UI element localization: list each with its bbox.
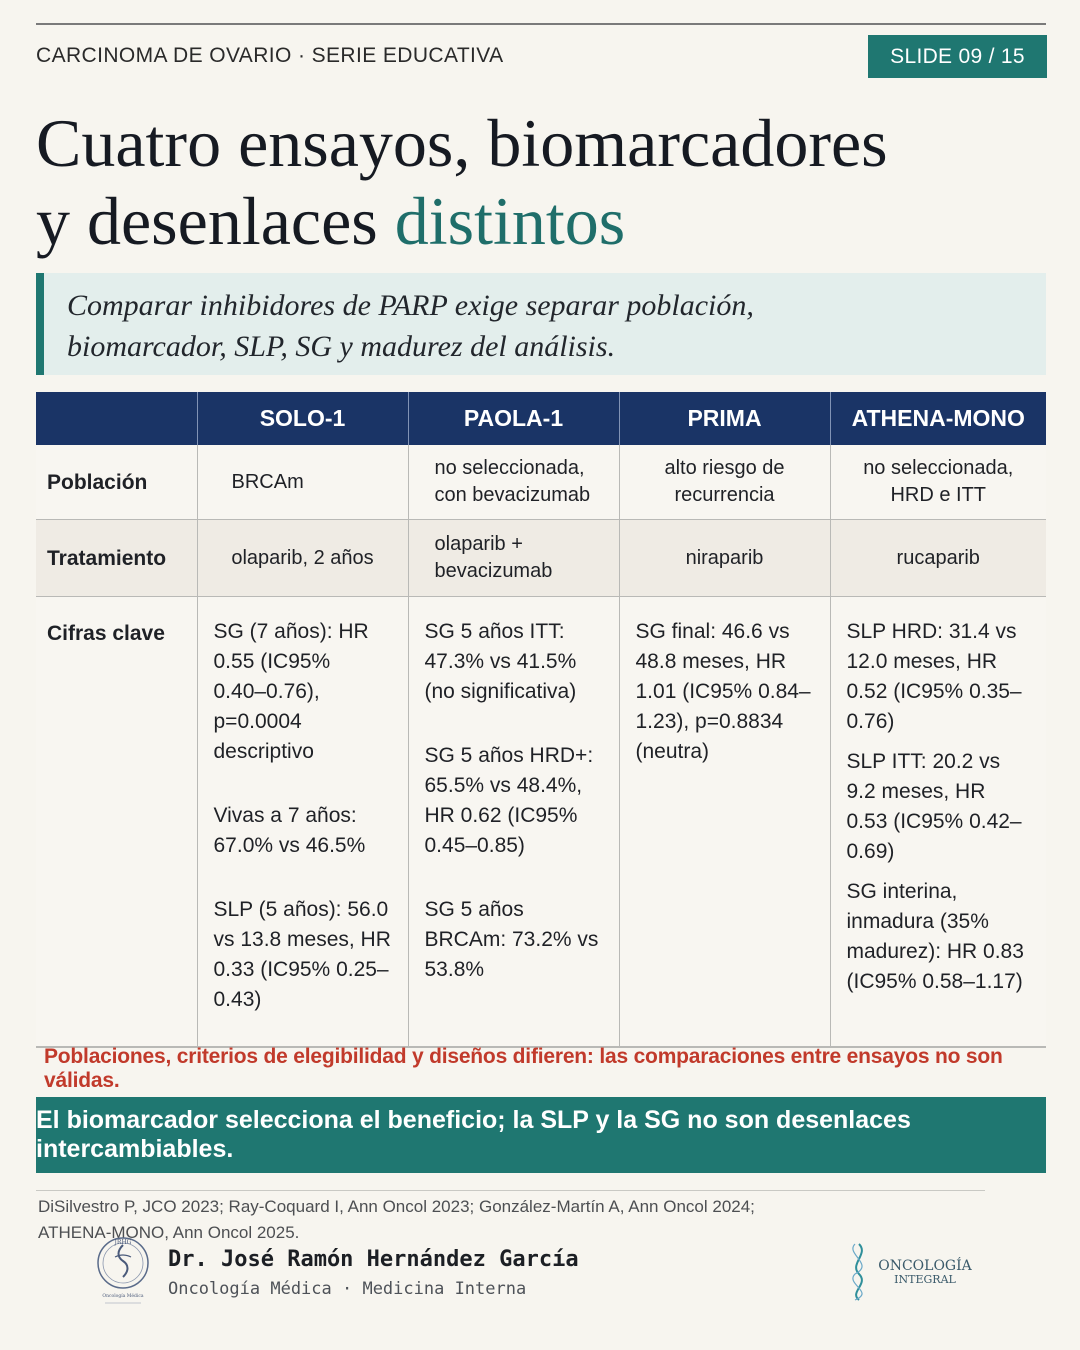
comparison-warning: Poblaciones, criterios de elegibilidad y… (44, 1045, 1003, 1092)
header-corner-cell (36, 392, 197, 445)
title-line-1: Cuatro ensayos, biomarcadores (36, 105, 888, 181)
cifras-paola1-block-1: SG 5 años ITT: 47.3% vs 41.5% (no signif… (424, 620, 577, 703)
cell-poblacion-paola1: no seleccionada, con bevacizumab (407, 445, 619, 520)
cifras-paola1-block-2: SG 5 años HRD+: 65.5% vs 48.4%, HR 0.62 … (424, 744, 594, 857)
column-header-paola1: PAOLA-1 (407, 392, 619, 445)
trials-comparison-table: SOLO-1 PAOLA-1 PRIMA ATHENA-MONO Poblaci… (36, 392, 1046, 1048)
cifras-athena-block-1: SLP HRD: 31.4 vs 12.0 meses, HR 0.52 (IC… (846, 620, 1022, 733)
cell-cifras-athena: SLP HRD: 31.4 vs 12.0 meses, HR 0.52 (IC… (829, 596, 1046, 1048)
column-header-athena-mono: ATHENA-MONO (829, 392, 1046, 445)
cell-tratamiento-solo1: olaparib, 2 años (196, 519, 408, 597)
author-role: Oncología Médica · Medicina Interna (168, 1279, 527, 1299)
svg-text:JRHG: JRHG (114, 1239, 132, 1246)
lead-callout: Comparar inhibidores de PARP exige separ… (36, 273, 1046, 375)
svg-text:Oncología Médica: Oncología Médica (102, 1292, 144, 1299)
series-label: CARCINOMA DE OVARIO · SERIE EDUCATIVA (36, 44, 504, 67)
svg-text:INTEGRAL: INTEGRAL (894, 1273, 956, 1286)
key-message-banner: El biomarcador selecciona el beneficio; … (36, 1097, 1046, 1173)
svg-text:ONCOLOGÍA: ONCOLOGÍA (878, 1256, 972, 1274)
cell-tratamiento-athena: rucaparib (829, 519, 1046, 597)
table-header-row: SOLO-1 PAOLA-1 PRIMA ATHENA-MONO (36, 392, 1046, 445)
cifras-solo1-block-2: Vivas a 7 años: 67.0% vs 46.5% (213, 804, 366, 857)
column-header-solo1: SOLO-1 (196, 392, 408, 445)
page-title: Cuatro ensayos, biomarcadores y desenlac… (36, 104, 1046, 260)
cifras-athena-block-2: SLP ITT: 20.2 vs 9.2 meses, HR 0.53 (IC9… (846, 750, 1022, 863)
references: DiSilvestro P, JCO 2023; Ray-Coquard I, … (38, 1197, 755, 1242)
cifras-solo1-block-1: SG (7 años): HR 0.55 (IC95% 0.40–0.76), … (213, 620, 369, 763)
row-label-poblacion: Población (36, 445, 197, 520)
row-label-tratamiento: Tratamiento (36, 519, 197, 597)
key-message-text: El biomarcador selecciona el beneficio; … (36, 1106, 911, 1163)
title-accent-word: distintos (394, 183, 626, 259)
cell-cifras-prima: SG final: 46.6 vs 48.8 meses, HR 1.01 (I… (618, 596, 830, 1048)
oncologia-integral-logo: ONCOLOGÍA INTEGRAL (852, 1243, 973, 1301)
cell-poblacion-solo1: BRCAm (196, 445, 408, 520)
top-rule (36, 23, 1046, 25)
table-row-tratamiento: Tratamiento olaparib, 2 años olaparib + … (36, 519, 1046, 597)
bottom-rule (36, 1190, 985, 1191)
cell-poblacion-prima: alto riesgo de recurrencia (618, 445, 830, 520)
row-label-cifras-clave: Cifras clave (36, 596, 197, 1048)
cifras-athena-block-3: SG interina, inmadura (35% madurez): HR … (846, 880, 1024, 993)
title-line-2-prefix: y desenlaces (36, 183, 395, 259)
cell-cifras-paola1: SG 5 años ITT: 47.3% vs 41.5% (no signif… (407, 596, 619, 1048)
lead-line-2: biomarcador, SLP, SG y madurez del análi… (67, 330, 616, 363)
cifras-paola1-block-3: SG 5 años BRCAm: 73.2% vs 53.8% (424, 898, 599, 981)
table-row-poblacion: Población BRCAm no seleccionada, con bev… (36, 445, 1046, 520)
cell-poblacion-athena: no seleccionada, HRD e ITT (829, 445, 1046, 520)
table-row-cifras-clave: Cifras clave SG (7 años): HR 0.55 (IC95%… (36, 596, 1046, 1048)
cell-tratamiento-paola1: olaparib + bevacizumab (407, 519, 619, 597)
slide-counter-badge: SLIDE 09 / 15 (868, 35, 1047, 78)
lead-line-1: Comparar inhibidores de PARP exige separ… (67, 289, 754, 322)
jrhg-seal-logo: JRHG Oncología Médica (97, 1237, 149, 1304)
cifras-prima-block-1: SG final: 46.6 vs 48.8 meses, HR 1.01 (I… (635, 620, 811, 763)
column-header-prima: PRIMA (618, 392, 830, 445)
cifras-solo1-block-3: SLP (5 años): 56.0 vs 13.8 meses, HR 0.3… (213, 898, 391, 1011)
cell-cifras-solo1: SG (7 años): HR 0.55 (IC95% 0.40–0.76), … (196, 596, 408, 1048)
author-name: Dr. José Ramón Hernández García (168, 1247, 579, 1272)
cell-tratamiento-prima: niraparib (618, 519, 830, 597)
